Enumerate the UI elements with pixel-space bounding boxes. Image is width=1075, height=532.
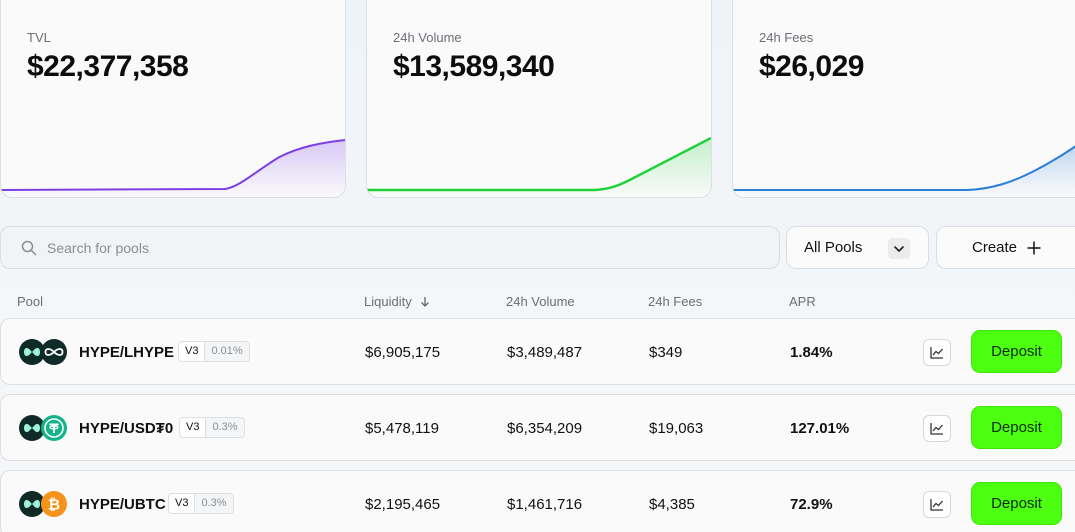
version-label: V3	[179, 342, 206, 361]
fee-tier-label: 0.01%	[205, 342, 249, 361]
fee-tier-label: 0.3%	[195, 494, 233, 513]
liquidity-value: $2,195,465	[365, 496, 441, 513]
fees-sparkline	[733, 145, 1075, 197]
tvl-value: $22,377,358	[27, 50, 189, 83]
deposit-button[interactable]: Deposit	[971, 406, 1062, 449]
create-pool-button[interactable]: Create	[936, 226, 1075, 269]
column-header-apr: APR	[789, 294, 816, 309]
column-header-pool: Pool	[17, 294, 44, 309]
line-chart-icon	[930, 499, 943, 511]
apr-value: 127.01%	[790, 420, 850, 437]
deposit-button[interactable]: Deposit	[971, 482, 1062, 525]
column-header-liquidity[interactable]: Liquidity	[364, 294, 430, 309]
pool-pair-name: HYPE/USD₮0	[79, 420, 174, 437]
chevron-down-icon	[888, 238, 910, 259]
liquidity-value: $5,478,119	[365, 420, 439, 437]
apr-value: 72.9%	[790, 496, 833, 513]
fees-value: $349	[649, 344, 683, 361]
pool-pair-name: HYPE/UBTC	[79, 496, 166, 513]
volume-label: 24h Volume	[393, 30, 462, 45]
search-box[interactable]	[0, 226, 780, 269]
plus-icon	[1027, 241, 1041, 254]
fees-value: $4,385	[649, 496, 695, 513]
fees-value: $26,029	[759, 50, 864, 83]
volume-value: $3,489,487	[507, 344, 583, 361]
liquidity-header-label: Liquidity	[364, 294, 412, 309]
fees-label: 24h Fees	[759, 30, 814, 45]
version-label: V3	[169, 494, 196, 513]
hype-token-icon	[19, 491, 45, 517]
pool-version-badge: V3 0.3%	[168, 493, 234, 514]
volume-sparkline	[367, 136, 711, 197]
hype-token-icon	[19, 339, 45, 365]
column-header-fees: 24h Fees	[648, 294, 703, 309]
usdt-token-icon	[41, 415, 67, 441]
pool-version-badge: V3 0.3%	[179, 417, 245, 438]
table-row[interactable]: HYPE/LHYPE V3 0.01% $6,905,175 $3,489,48…	[0, 318, 1075, 385]
svg-text:₿: ₿	[48, 496, 60, 514]
pool-version-badge: V3 0.01%	[178, 341, 250, 362]
liquidity-value: $6,905,175	[365, 344, 441, 361]
deposit-button[interactable]: Deposit	[971, 330, 1062, 373]
column-header-volume: 24h Volume	[506, 294, 575, 309]
pool-pair-name: HYPE/LHYPE	[79, 344, 175, 361]
fee-tier-label: 0.3%	[206, 418, 244, 437]
view-chart-button[interactable]	[923, 491, 951, 518]
pool-filter-select[interactable]: All Pools	[786, 226, 929, 269]
sort-down-icon	[420, 297, 429, 307]
volume-card: 24h Volume $13,589,340	[366, 0, 712, 198]
line-chart-icon	[930, 347, 943, 359]
line-chart-icon	[930, 423, 943, 435]
version-label: V3	[180, 418, 207, 437]
search-input[interactable]	[47, 239, 647, 256]
hype-token-icon	[19, 415, 45, 441]
table-row[interactable]: ₿ HYPE/UBTC V3 0.3% $2,195,465 $1,461,71…	[0, 470, 1075, 532]
pool-filter-value: All Pools	[804, 239, 863, 256]
view-chart-button[interactable]	[923, 415, 951, 442]
search-icon	[21, 240, 37, 255]
lhype-token-icon	[41, 339, 67, 365]
btc-token-icon: ₿	[41, 491, 67, 517]
apr-value: 1.84%	[790, 344, 833, 361]
volume-value: $13,589,340	[393, 50, 555, 83]
volume-value: $1,461,716	[507, 496, 583, 513]
table-row[interactable]: HYPE/USD₮0 V3 0.3% $5,478,119 $6,354,209…	[0, 394, 1075, 461]
tvl-label: TVL	[27, 30, 51, 45]
tvl-sparkline	[1, 139, 345, 197]
view-chart-button[interactable]	[923, 339, 951, 366]
tvl-card: TVL $22,377,358	[0, 0, 346, 198]
create-label: Create	[972, 239, 1018, 256]
volume-value: $6,354,209	[507, 420, 583, 437]
fees-value: $19,063	[649, 420, 704, 437]
fees-card: 24h Fees $26,029	[732, 0, 1075, 198]
